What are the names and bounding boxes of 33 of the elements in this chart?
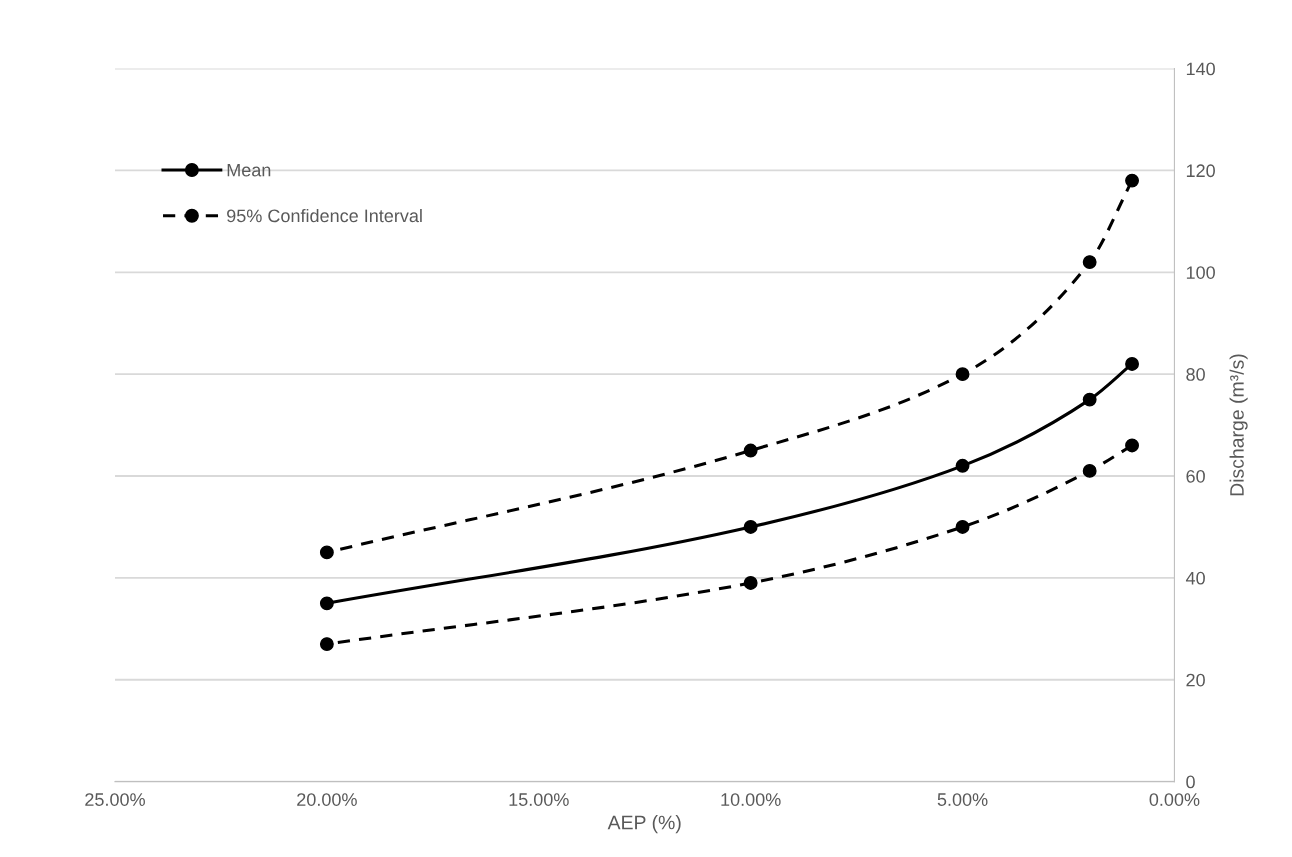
x-tick-label: 10.00% xyxy=(721,793,781,806)
y2-tick-label: 80 xyxy=(1186,368,1205,381)
point xyxy=(319,545,334,560)
point xyxy=(1125,357,1139,371)
point xyxy=(1125,173,1139,188)
x-tick-label: 20.00% xyxy=(297,793,357,806)
y2-tick-label: 0 xyxy=(1186,775,1195,789)
legend-label: 95% Confidence Interval xyxy=(227,208,422,223)
y2-tick-label: 60 xyxy=(1186,469,1205,483)
point xyxy=(1082,392,1097,407)
y2-tick-label: 100 xyxy=(1186,266,1215,279)
point xyxy=(955,367,970,382)
x-tick-label: 5.00% xyxy=(937,793,988,806)
point xyxy=(955,519,970,534)
y2-axis-title: Discharge (m³/s) xyxy=(1229,354,1248,496)
x-tick-label: 25.00% xyxy=(85,793,145,806)
point xyxy=(1125,438,1139,453)
legend-label: Mean xyxy=(227,163,271,177)
y2-tick-label: 20 xyxy=(1186,673,1205,687)
point xyxy=(743,443,758,458)
x-tick-label: 0.00% xyxy=(1149,793,1200,806)
y2-tick-label: 140 xyxy=(1186,62,1215,76)
x-tick-label: 15.00% xyxy=(509,793,569,806)
point xyxy=(1082,255,1097,270)
y2-tick-label: 120 xyxy=(1186,164,1215,178)
y2-tick-label: 40 xyxy=(1185,571,1205,585)
point xyxy=(955,458,970,473)
x-axis-title: AEP (%) xyxy=(607,815,681,834)
point xyxy=(319,637,334,652)
point xyxy=(743,576,758,590)
point xyxy=(1082,463,1097,478)
point xyxy=(319,596,334,611)
point xyxy=(743,519,758,534)
